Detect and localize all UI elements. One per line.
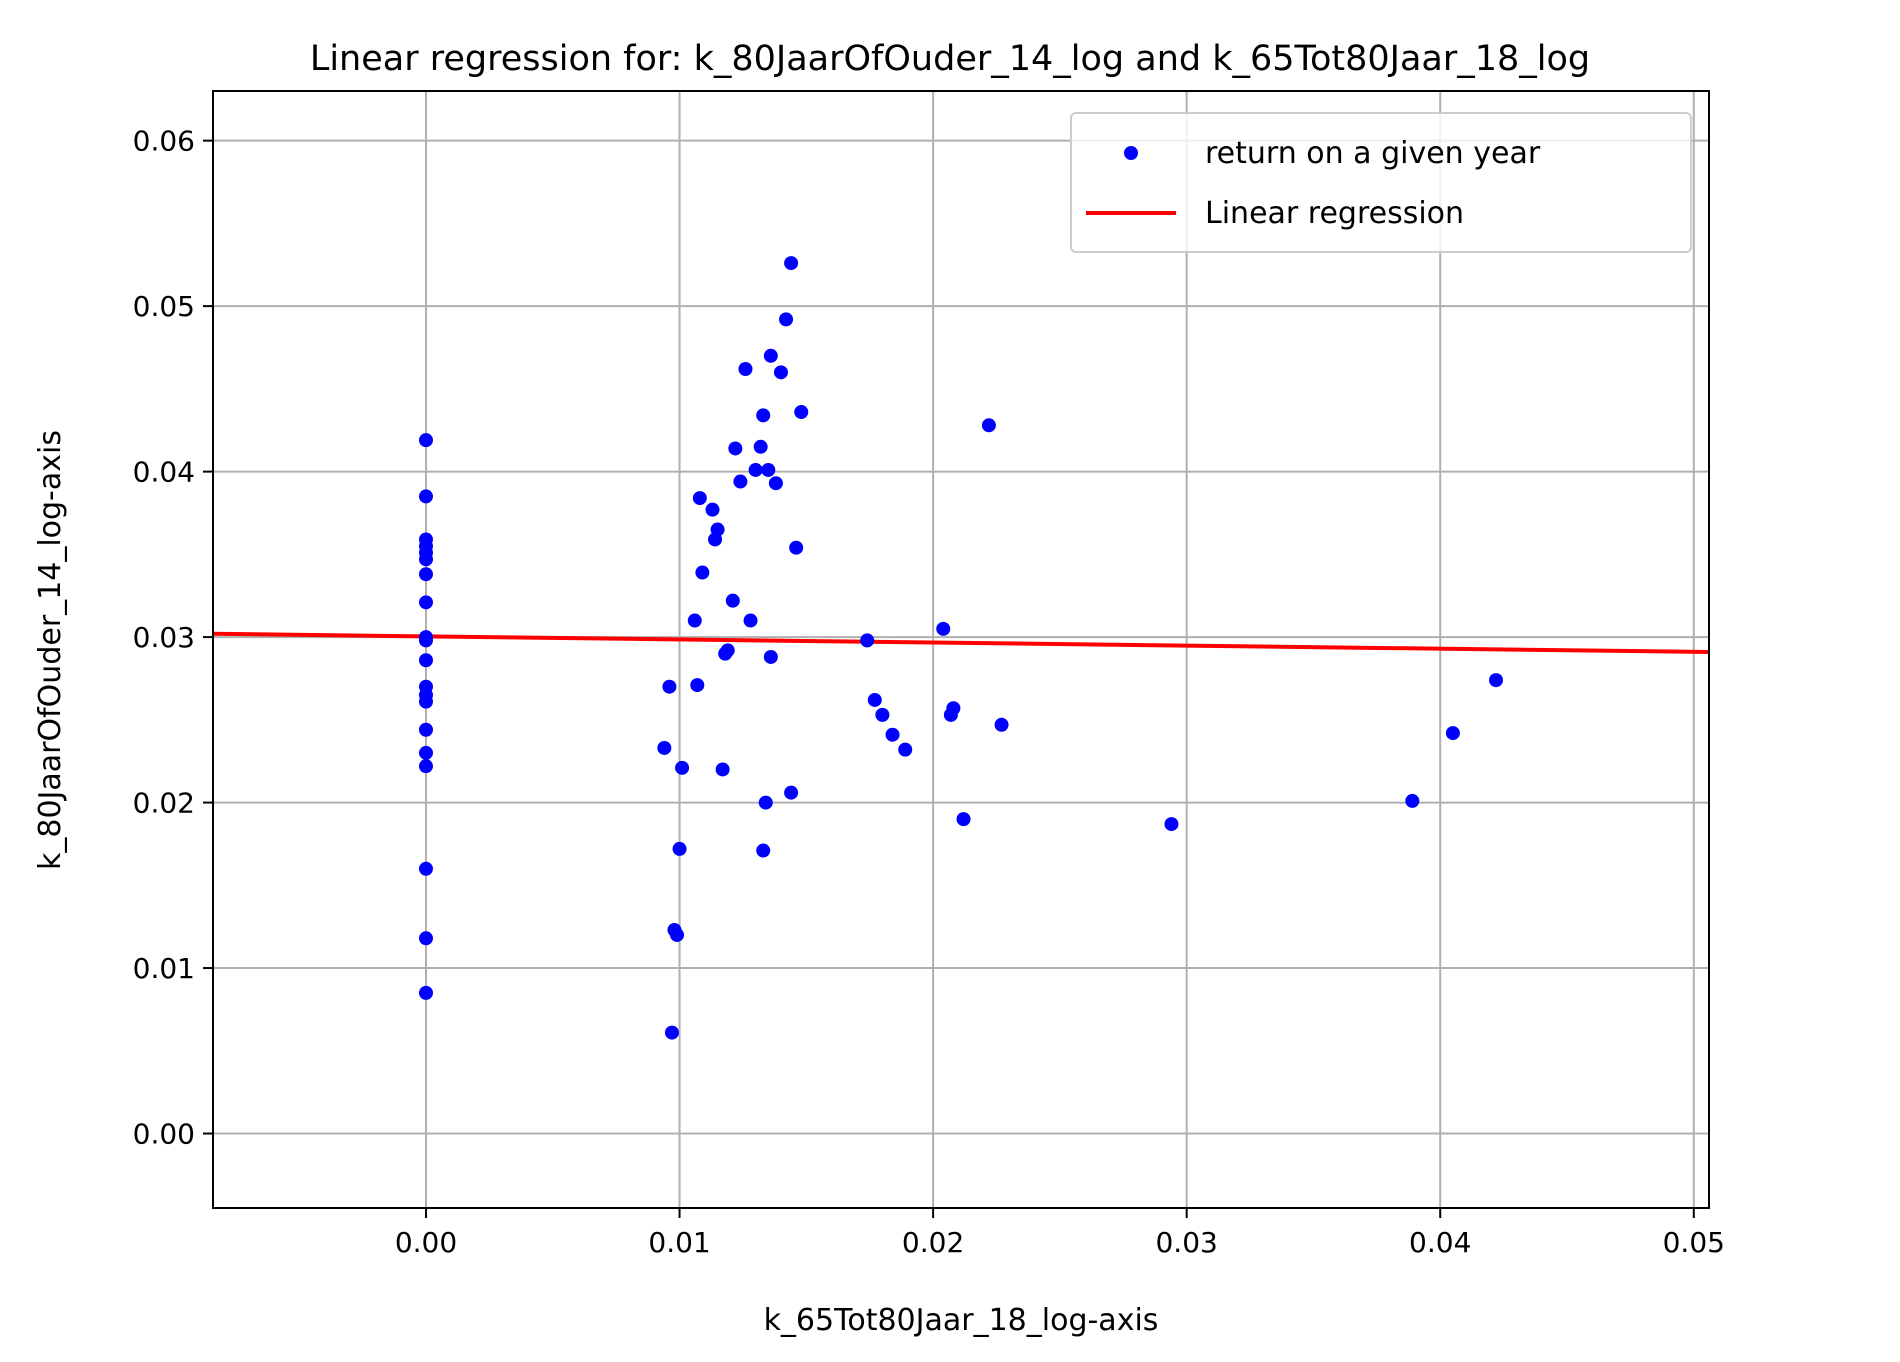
y-axis-label: k_80JaarOfOuder_14_log-axis <box>33 430 68 870</box>
scatter-point <box>690 678 705 693</box>
scatter-point <box>675 760 690 775</box>
x-tick-label: 0.01 <box>648 1226 710 1259</box>
scatter-point <box>687 613 702 628</box>
scatter-point <box>1489 673 1504 688</box>
legend-box <box>1070 112 1692 253</box>
scatter-point <box>867 692 882 707</box>
scatter-point <box>657 740 672 755</box>
scatter-point <box>1445 726 1460 741</box>
y-axis-ticks: 0.00 0.01 0.02 0.03 0.04 0.05 0.06 <box>133 125 213 1151</box>
scatter-point <box>753 439 768 454</box>
scatter-point <box>756 408 771 423</box>
scatter-point <box>733 474 748 489</box>
scatter-point <box>670 927 685 942</box>
scatter-point <box>875 707 890 722</box>
scatter-point <box>664 1025 679 1040</box>
scatter-point <box>418 552 433 567</box>
legend: return on a given year Linear regression <box>1070 112 1692 253</box>
legend-label-scatter: return on a given year <box>1205 136 1541 171</box>
scatter-point <box>662 679 677 694</box>
y-tick-label: 0.04 <box>133 456 195 489</box>
scatter-point <box>728 441 743 456</box>
y-tick-label: 0.05 <box>133 290 195 323</box>
grid <box>213 91 1709 1208</box>
scatter-point <box>715 762 730 777</box>
scatter-point <box>705 502 720 517</box>
scatter-point <box>898 742 913 757</box>
scatter-point <box>860 633 875 648</box>
scatter-point <box>720 643 735 658</box>
y-tick-label: 0.03 <box>133 621 195 654</box>
x-tick-label: 0.04 <box>1409 1226 1471 1259</box>
scatter-point <box>981 418 996 433</box>
scatter-point <box>748 462 763 477</box>
scatter-point <box>794 405 809 420</box>
scatter-point <box>418 931 433 946</box>
scatter-point <box>692 491 707 506</box>
scatter-point <box>418 433 433 448</box>
y-tick-label: 0.01 <box>133 952 195 985</box>
scatter-point <box>946 701 961 716</box>
scatter-point <box>789 540 804 555</box>
x-axis-ticks: 0.00 0.01 0.02 0.03 0.04 0.05 <box>395 1208 1725 1259</box>
scatter-point <box>418 653 433 668</box>
scatter-point <box>936 621 951 636</box>
x-tick-label: 0.00 <box>395 1226 457 1259</box>
chart-title: Linear regression for: k_80JaarOfOuder_1… <box>310 39 1590 79</box>
scatter-point <box>768 476 783 491</box>
scatter-point <box>418 567 433 582</box>
x-tick-label: 0.03 <box>1155 1226 1217 1259</box>
scatter-point <box>418 985 433 1000</box>
legend-label-regression: Linear regression <box>1205 196 1464 231</box>
legend-marker-scatter <box>1124 146 1138 160</box>
scatter-point <box>418 745 433 760</box>
scatter-point <box>738 362 753 377</box>
scatter-point <box>418 694 433 709</box>
scatter-point <box>418 595 433 610</box>
scatter-point <box>418 633 433 648</box>
scatter-point <box>672 841 687 856</box>
scatter-points <box>418 256 1504 1040</box>
x-tick-label: 0.05 <box>1663 1226 1725 1259</box>
scatter-point <box>1405 793 1420 808</box>
scatter-point <box>758 795 773 810</box>
y-tick-label: 0.02 <box>133 787 195 820</box>
scatter-point <box>418 759 433 774</box>
scatter-point <box>773 365 788 380</box>
scatter-point <box>418 489 433 504</box>
scatter-point <box>763 649 778 664</box>
plot-frame <box>212 90 1710 1209</box>
scatter-point <box>956 812 971 827</box>
scatter-point <box>784 785 799 800</box>
scatter-point <box>710 522 725 537</box>
regression-layer <box>212 631 1710 654</box>
y-tick-label: 0.06 <box>133 125 195 158</box>
scatter-point <box>418 861 433 876</box>
scatter-point <box>784 256 799 271</box>
x-axis-label: k_65Tot80Jaar_18_log-axis <box>764 1303 1159 1338</box>
scatter-point <box>779 312 794 327</box>
x-tick-label: 0.02 <box>902 1226 964 1259</box>
regression-line <box>212 631 1710 654</box>
scatter-point <box>763 348 778 363</box>
scatter-point <box>756 843 771 858</box>
scatter-point <box>695 565 710 580</box>
scatter-point <box>885 727 900 742</box>
scatter-point <box>761 462 776 477</box>
scatter-point <box>743 613 758 628</box>
scatter-point <box>994 717 1009 732</box>
scatter-point <box>725 593 740 608</box>
scatter-point <box>1164 817 1179 832</box>
y-tick-label: 0.00 <box>133 1118 195 1151</box>
scatter-point <box>418 722 433 737</box>
